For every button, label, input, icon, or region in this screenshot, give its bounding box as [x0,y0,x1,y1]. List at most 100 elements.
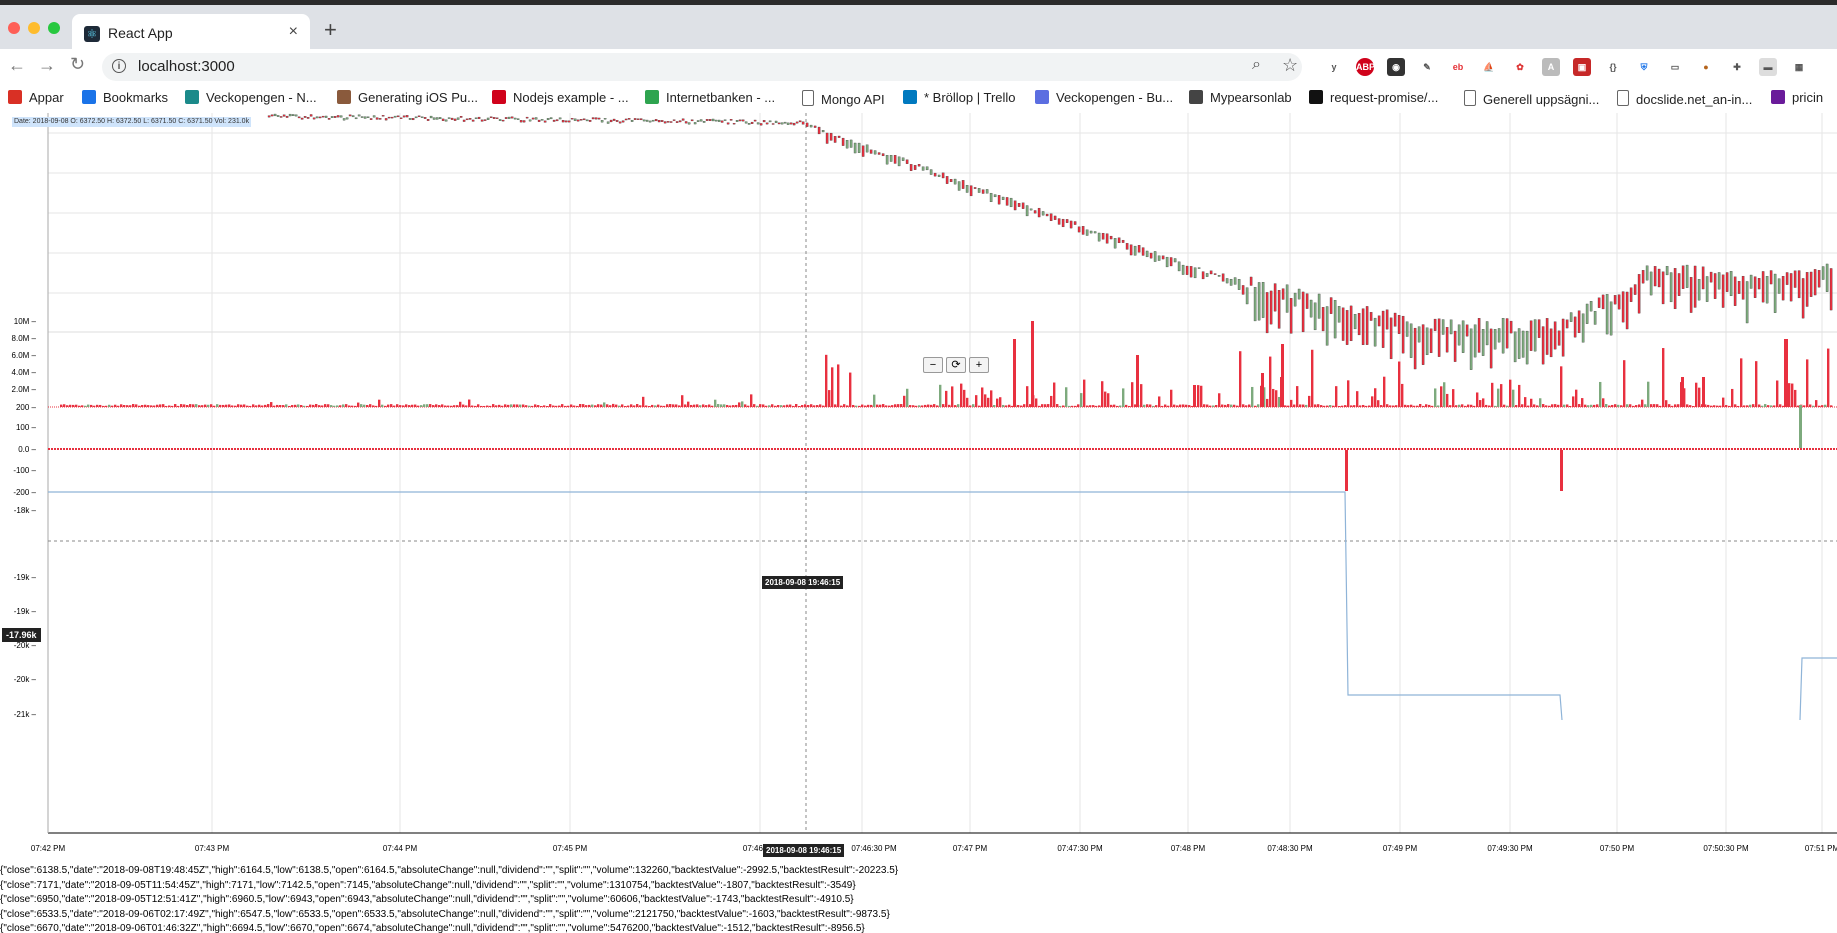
bookmark-item[interactable]: Appar [8,90,64,105]
ebay-extension-icon[interactable]: eb [1449,58,1467,76]
price-candle [1549,328,1553,358]
volume-bar [1131,382,1134,407]
volume-bar [879,404,882,407]
volume-bar [1179,404,1182,407]
zoom-icon[interactable]: ⌕ [1252,56,1261,73]
new-tab-button[interactable]: + [324,17,337,42]
volume-bar [792,405,795,407]
address-bar[interactable]: i localhost:3000 ⌕ ☆ [102,53,1302,81]
price-candle [1313,302,1317,331]
volume-bar [1152,405,1155,407]
price-candle [516,118,520,120]
price-candle [1721,274,1725,308]
browser-tab[interactable]: ⚛ React App × [72,14,310,54]
url-text[interactable]: localhost:3000 [138,58,235,75]
price-candle [1109,235,1113,240]
close-tab-icon[interactable]: × [288,23,298,40]
bookmark-item[interactable]: Mongo API [802,90,885,107]
cast-icon[interactable]: ▭ [1666,58,1684,76]
zoom-in-button[interactable]: + [969,357,989,373]
bookmark-item[interactable]: pricin [1771,90,1823,105]
info-icon[interactable]: i [112,59,126,73]
volume-bar [231,405,234,407]
bookmark-item[interactable]: Generell uppsägni... [1464,90,1599,107]
price-candle [1649,271,1653,296]
price-candle [1369,312,1373,321]
bookmark-item[interactable]: docslide.net_an-in... [1617,90,1752,107]
cookie-extension-icon[interactable]: ● [1697,58,1715,76]
price-candle [528,119,532,122]
bookmark-item[interactable]: * Bröllop | Trello [903,90,1016,105]
price-candle [857,142,861,153]
back-arrow-icon[interactable]: ← [8,55,26,75]
close-window-button[interactable] [8,22,20,34]
bookmark-label: * Bröllop | Trello [924,90,1016,105]
boat-extension-icon[interactable]: ⛵ [1480,58,1498,76]
zoom-out-button[interactable]: − [923,357,943,373]
json-extension-icon[interactable]: {} [1604,58,1622,76]
forward-arrow-icon[interactable]: → [38,55,56,75]
red-extension-icon[interactable]: ▣ [1573,58,1591,76]
chart-canvas[interactable]: 07:42 PM 07:43 PM 07:44 PM 07:45 PM 07:46 PM… [0,113,1837,865]
angular-extension-icon[interactable]: A [1542,58,1560,76]
volume-bar [1779,404,1782,407]
price-candle [597,117,601,120]
volume-bar [1140,384,1143,407]
price-candle [949,179,953,183]
volume-bar [384,405,387,407]
shield-extension-icon[interactable]: ⛨ [1635,58,1653,76]
volume-spike [1280,377,1283,407]
bookmark-item[interactable]: Veckopengen - N... [185,90,317,105]
price-candle [885,155,889,165]
volume-bar [81,405,84,407]
color-extension-icon[interactable]: ✿ [1511,58,1529,76]
volume-bar [420,405,423,407]
volume-bar [1356,391,1359,407]
price-candle [1737,281,1741,294]
bookmark-item[interactable]: Mypearsonlab [1189,90,1292,105]
volume-bar [1185,404,1188,407]
puzzle-extension-icon[interactable]: ✚ [1728,58,1746,76]
zoom-reset-button[interactable]: ⟳ [946,357,966,373]
price-candle [1665,266,1669,276]
reload-icon[interactable]: ↻ [70,54,86,74]
bookmark-item[interactable]: Veckopengen - Bu... [1035,90,1173,105]
price-candle [933,172,937,177]
volume-bar [1611,404,1614,407]
stock-chart[interactable]: 07:42 PM 07:43 PM 07:44 PM 07:45 PM 07:46 PM… [0,113,1837,865]
volume-bar [453,405,456,407]
volume-bar [984,394,987,407]
grid-extension-icon[interactable]: ▦ [1790,58,1808,76]
yoast-extension-icon[interactable]: y [1325,58,1343,76]
volume-spike [1702,377,1705,407]
price-candle [1053,215,1057,220]
volume-bar [1692,405,1695,407]
bookmark-item[interactable]: Nodejs example - ... [492,90,629,105]
volume-bar [1407,405,1410,407]
minimize-window-button[interactable] [28,22,40,34]
price-candle [1081,226,1085,235]
bookmark-item[interactable]: Bookmarks [82,90,168,105]
bookmark-item[interactable]: Internetbanken - ... [645,90,775,105]
price-candle [1357,313,1361,336]
volume-bar [369,404,372,407]
price-candle [1597,297,1601,308]
battery-extension-icon[interactable]: ▬ [1759,58,1777,76]
bookmark-item[interactable]: Generating iOS Pu... [337,90,478,105]
volume-bar [1389,405,1392,407]
page-icon [1464,90,1476,106]
note-extension-icon[interactable]: ✎ [1418,58,1436,76]
price-candle [759,123,763,126]
bookmark-star-icon[interactable]: ☆ [1282,55,1299,75]
price-candle [1505,318,1509,349]
volume-bar [111,405,114,407]
price-candle [513,117,517,120]
adblock-extension-icon[interactable]: ABP [1356,58,1375,76]
volume-bar [222,404,225,407]
volume-bar [585,405,588,407]
bookmark-item[interactable]: request-promise/... [1309,90,1438,105]
mask-extension-icon[interactable]: ◉ [1387,58,1405,76]
price-candle [561,120,565,123]
price-candle [339,115,343,118]
maximize-window-button[interactable] [48,22,60,34]
